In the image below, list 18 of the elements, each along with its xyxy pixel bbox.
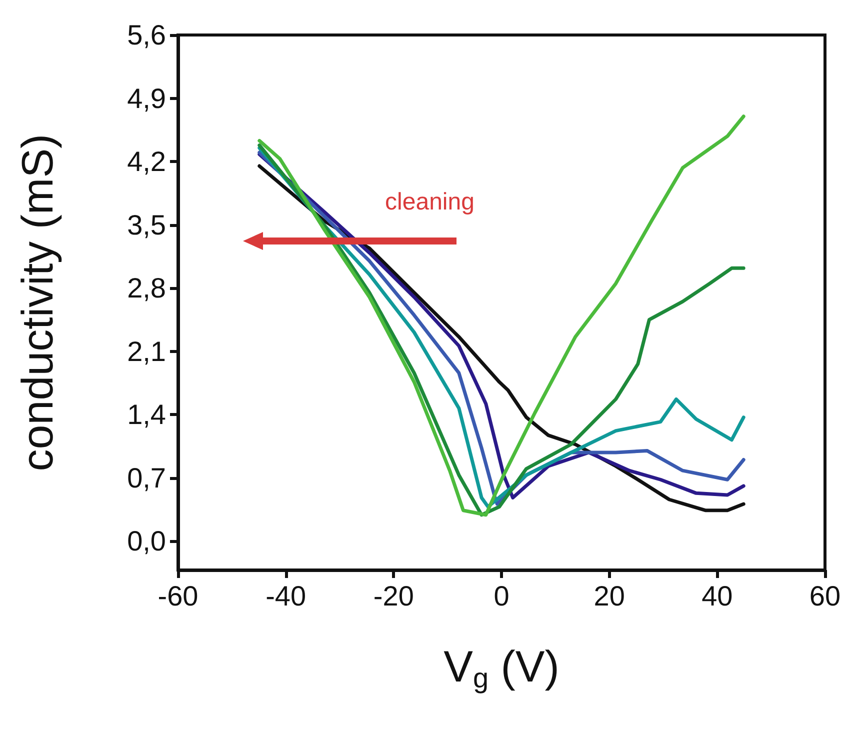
- y-tick-label: 2,8: [127, 272, 166, 304]
- y-tick-label: 0,0: [127, 526, 166, 557]
- x-tick-label: -20: [373, 580, 414, 612]
- y-tick-label: 4,2: [127, 146, 166, 178]
- x-tick-label: 0: [494, 580, 510, 612]
- y-tick-label: 1,4: [127, 399, 166, 430]
- x-tick-label: -40: [266, 580, 306, 612]
- y-tick-label: 2,1: [127, 336, 166, 367]
- annotation: cleaning: [385, 188, 474, 216]
- y-tick-label: 0,7: [127, 462, 166, 494]
- x-tick-label: 60: [809, 580, 841, 612]
- x-tick-label: 40: [702, 580, 733, 612]
- y-tick-label: 3,5: [127, 209, 166, 240]
- x-tick-label: 20: [594, 580, 625, 612]
- y-axis-title: conductivity (mS): [14, 134, 62, 472]
- y-tick-label: 4,9: [127, 82, 166, 114]
- x-tick-label: -60: [158, 580, 198, 612]
- y-tick-label: 5,6: [127, 20, 166, 50]
